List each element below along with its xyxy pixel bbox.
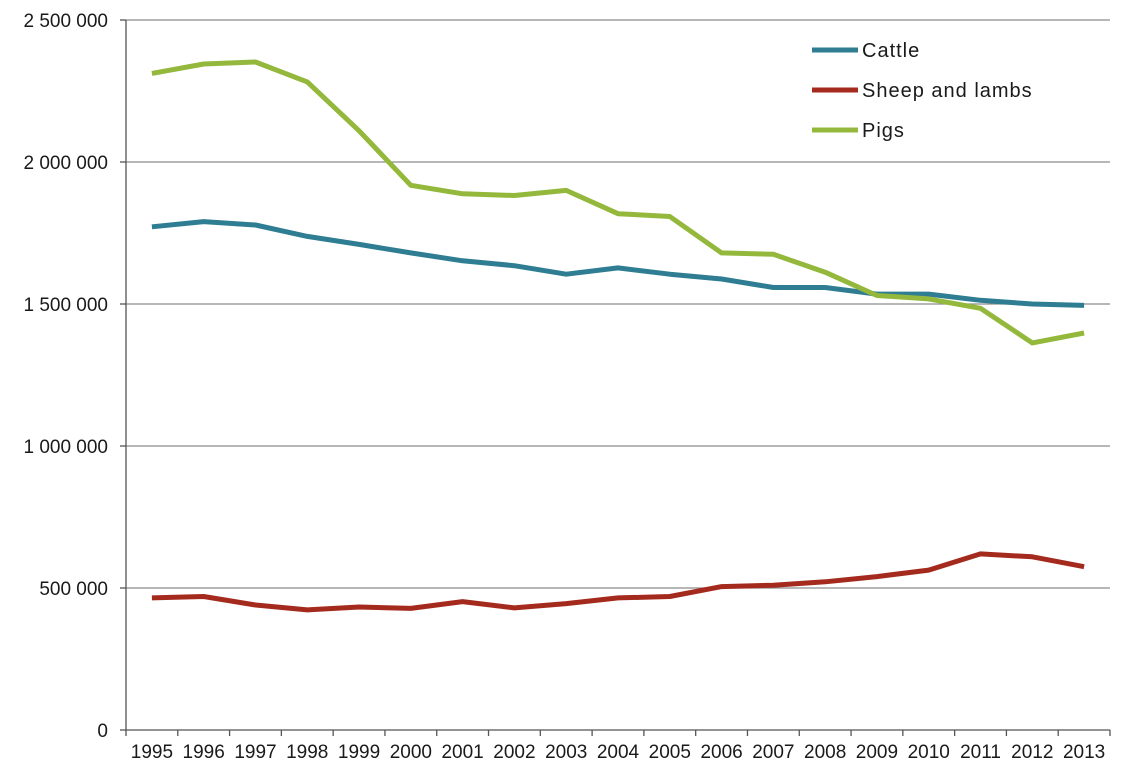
axes [120,19,1111,736]
x-tick-label-2008: 2008 [804,742,846,763]
series-line-pigs [151,59,1085,346]
x-tick-label-1996: 1996 [183,742,225,763]
x-tick-label-1999: 1999 [338,742,380,763]
x-tick-label-2000: 2000 [390,742,432,763]
x-tick-label-2007: 2007 [752,742,794,763]
y-tick-label-5: 2 500 000 [23,11,108,32]
x-tick-label-1995: 1995 [131,742,173,763]
series-line-cattle [151,219,1085,308]
x-tick-label-2010: 2010 [908,742,950,763]
x-tick-label-2012: 2012 [1011,742,1053,763]
y-tick-label-4: 2 000 000 [23,153,108,174]
x-tick-label-2011: 2011 [960,742,1001,763]
y-tick-labels: 0 500 000 1 000 000 1 500 000 2 000 000 2 500… [23,11,108,742]
y-tick-label-1: 500 000 [39,579,108,600]
series-lines [151,59,1085,613]
gridlines [126,19,1110,589]
x-tick-label-2002: 2002 [493,742,535,763]
legend: Cattle Sheep and lambs Pigs [812,40,1033,142]
x-tick-labels: 1995 1996 1997 1998 1999 2000 2001 2002 2003 2004… [131,742,1105,763]
x-tick-label-2006: 2006 [700,742,742,763]
x-tick-label-2001: 2001 [441,742,483,763]
x-tick-label-2005: 2005 [649,742,691,763]
y-tick-label-0: 0 [97,721,108,742]
legend-label-sheep-and-lambs: Sheep and lambs [862,80,1033,102]
y-tick-label-3: 1 500 000 [23,295,108,316]
y-tick-label-2: 1 000 000 [23,437,108,458]
x-tick-label-2004: 2004 [597,742,640,763]
series-line-sheep-and-lambs [151,551,1085,613]
x-tick-label-1998: 1998 [286,742,328,763]
x-tick-label-2003: 2003 [545,742,587,763]
x-tick-label-2013: 2013 [1063,742,1105,763]
x-tick-label-1997: 1997 [234,742,276,763]
legend-label-cattle: Cattle [862,40,920,62]
x-tick-label-2009: 2009 [856,742,898,763]
legend-label-pigs: Pigs [862,120,905,142]
